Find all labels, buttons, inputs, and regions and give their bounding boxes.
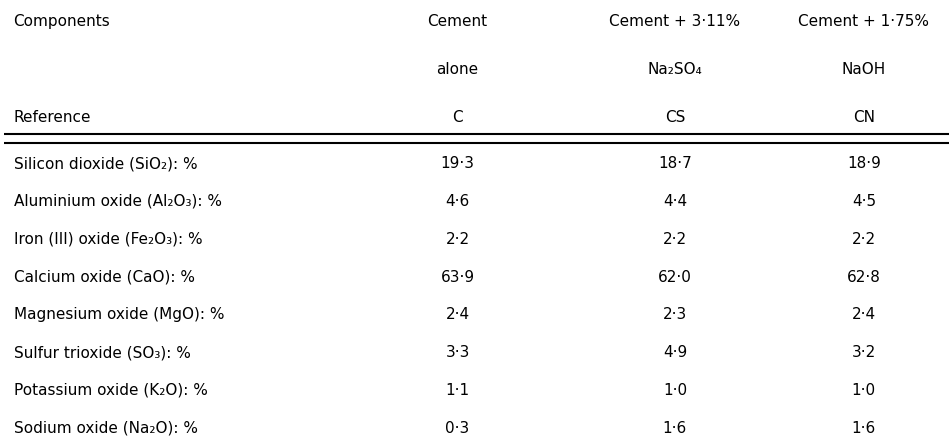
Text: 4·5: 4·5 — [851, 194, 875, 209]
Text: 2·2: 2·2 — [446, 232, 469, 247]
Text: Components: Components — [13, 14, 110, 29]
Text: 1·6: 1·6 — [851, 421, 875, 435]
Text: Aluminium oxide (Al₂O₃): %: Aluminium oxide (Al₂O₃): % — [13, 194, 222, 209]
Text: 1·0: 1·0 — [851, 383, 875, 398]
Text: 1·0: 1·0 — [663, 383, 686, 398]
Text: Sodium oxide (Na₂O): %: Sodium oxide (Na₂O): % — [13, 421, 197, 435]
Text: CS: CS — [664, 110, 684, 125]
Text: CN: CN — [852, 110, 874, 125]
Text: Magnesium oxide (MgO): %: Magnesium oxide (MgO): % — [13, 307, 224, 322]
Text: 0·3: 0·3 — [445, 421, 469, 435]
Text: 2·4: 2·4 — [446, 307, 469, 322]
Text: Sulfur trioxide (SO₃): %: Sulfur trioxide (SO₃): % — [13, 345, 190, 360]
Text: 19·3: 19·3 — [440, 156, 474, 171]
Text: 63·9: 63·9 — [440, 270, 474, 284]
Text: 2·2: 2·2 — [851, 232, 875, 247]
Text: 2·2: 2·2 — [663, 232, 686, 247]
Text: Silicon dioxide (SiO₂): %: Silicon dioxide (SiO₂): % — [13, 156, 197, 171]
Text: NaOH: NaOH — [841, 62, 885, 77]
Text: Cement + 3·11%: Cement + 3·11% — [608, 14, 740, 29]
Text: 1·1: 1·1 — [446, 383, 469, 398]
Text: 3·2: 3·2 — [851, 345, 875, 360]
Text: Cement + 1·75%: Cement + 1·75% — [798, 14, 928, 29]
Text: Na₂SO₄: Na₂SO₄ — [646, 62, 702, 77]
Text: 62·8: 62·8 — [846, 270, 880, 284]
Text: 2·4: 2·4 — [851, 307, 875, 322]
Text: Reference: Reference — [13, 110, 91, 125]
Text: 4·6: 4·6 — [445, 194, 469, 209]
Text: alone: alone — [436, 62, 478, 77]
Text: 3·3: 3·3 — [445, 345, 469, 360]
Text: Cement: Cement — [427, 14, 487, 29]
Text: 18·9: 18·9 — [846, 156, 880, 171]
Text: 2·3: 2·3 — [662, 307, 686, 322]
Text: C: C — [452, 110, 463, 125]
Text: 4·4: 4·4 — [663, 194, 686, 209]
Text: 18·7: 18·7 — [657, 156, 691, 171]
Text: 4·9: 4·9 — [662, 345, 686, 360]
Text: Calcium oxide (CaO): %: Calcium oxide (CaO): % — [13, 270, 194, 284]
Text: Potassium oxide (K₂O): %: Potassium oxide (K₂O): % — [13, 383, 208, 398]
Text: 1·6: 1·6 — [662, 421, 686, 435]
Text: Iron (III) oxide (Fe₂O₃): %: Iron (III) oxide (Fe₂O₃): % — [13, 232, 202, 247]
Text: 62·0: 62·0 — [657, 270, 691, 284]
